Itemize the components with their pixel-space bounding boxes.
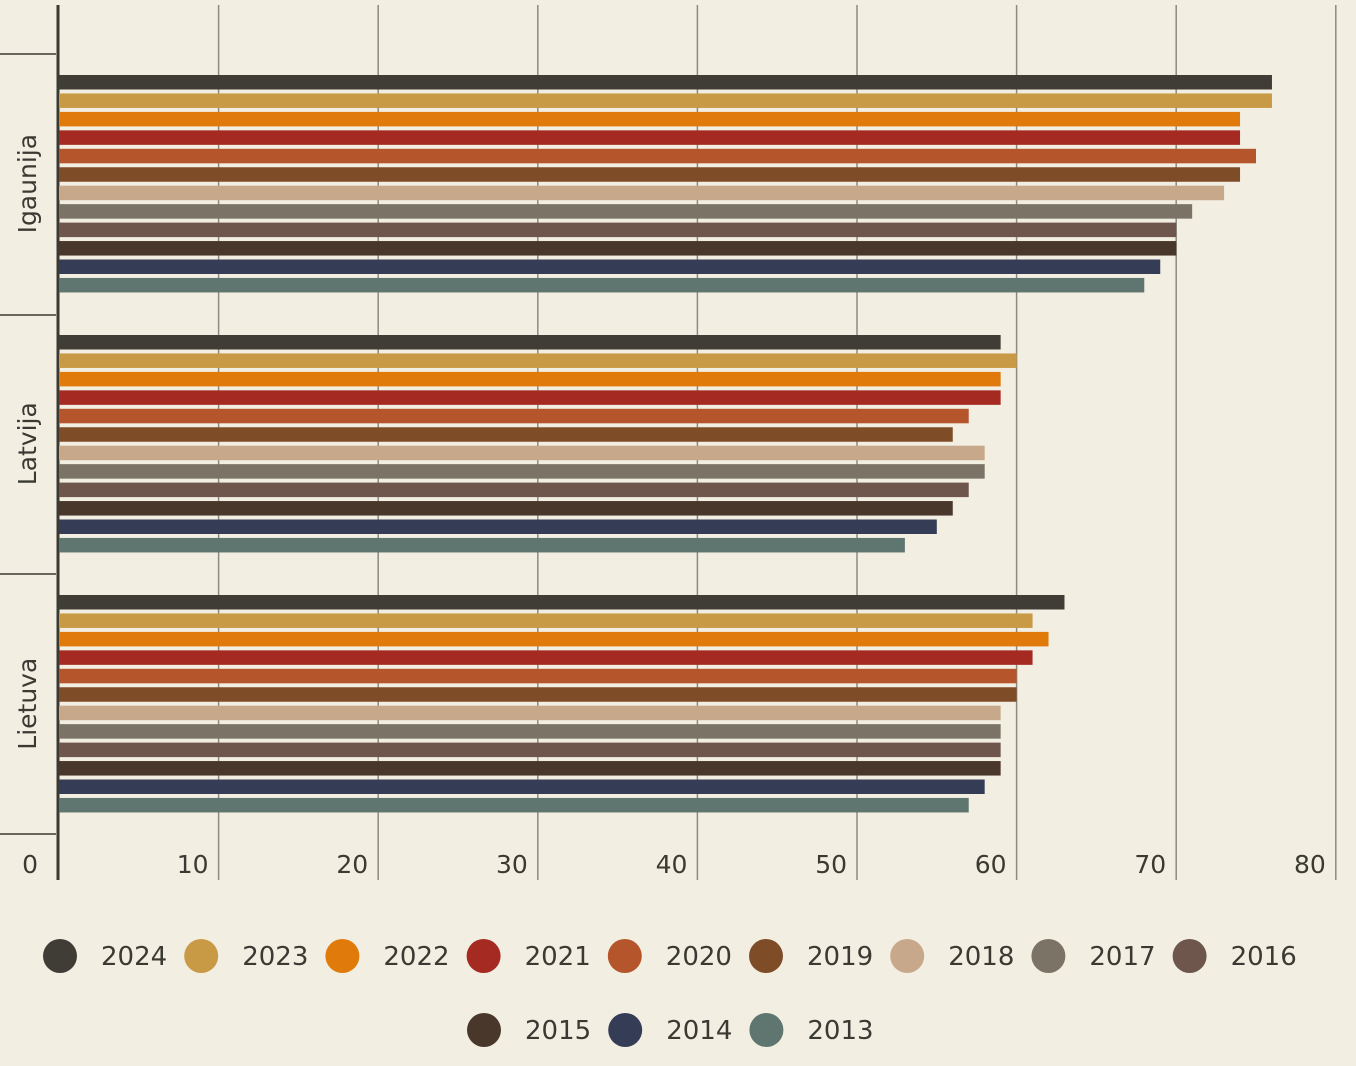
legend-label-2021: 2021 <box>525 942 591 972</box>
bar-igaunija-2019 <box>59 167 1241 182</box>
bar-latvija-2015 <box>59 501 953 516</box>
bar-latvija-2014 <box>59 519 937 534</box>
bar-lietuva-2016 <box>59 742 1001 758</box>
x-tick-label: 30 <box>496 850 528 879</box>
bar-lietuva-2023 <box>59 613 1033 628</box>
bar-latvija-2022 <box>59 371 1001 387</box>
bar-igaunija-2017 <box>59 204 1193 219</box>
legend-label-2023: 2023 <box>242 942 308 972</box>
legend-label-2017: 2017 <box>1089 942 1155 972</box>
bar-lietuva-2015 <box>59 761 1001 776</box>
x-tick-label: 20 <box>336 850 368 879</box>
bar-latvija-2017 <box>59 464 985 479</box>
legend-label-2018: 2018 <box>948 942 1014 972</box>
legend-label-2016: 2016 <box>1231 942 1297 972</box>
category-label-lietuva: Lietuva <box>13 658 42 750</box>
x-tick-label: 0 <box>22 850 38 879</box>
x-tick-label: 40 <box>656 850 688 879</box>
bar-latvija-2020 <box>59 408 969 424</box>
legend-label-2013: 2013 <box>807 1016 873 1046</box>
bar-igaunija-2016 <box>59 222 1177 238</box>
category-label-igaunija: Igaunija <box>13 134 42 233</box>
bar-lietuva-2024 <box>59 595 1065 610</box>
bar-lietuva-2013 <box>59 797 969 813</box>
x-tick-label: 50 <box>815 850 847 879</box>
legend-swatch-2022 <box>325 939 360 973</box>
bar-lietuva-2020 <box>59 668 1017 684</box>
legend-swatch-2019 <box>749 939 783 973</box>
x-tick-label: 70 <box>1134 850 1166 879</box>
legend-label-2015: 2015 <box>525 1016 591 1046</box>
bar-lietuva-2017 <box>59 724 1001 739</box>
bar-igaunija-2022 <box>59 111 1241 127</box>
bar-igaunija-2020 <box>59 148 1256 164</box>
bar-latvija-2021 <box>59 390 1001 405</box>
legend-label-2022: 2022 <box>383 942 449 972</box>
bar-latvija-2013 <box>59 537 905 553</box>
x-tick-label: 10 <box>177 850 209 879</box>
bar-latvija-2018 <box>59 445 985 461</box>
bar-latvija-2016 <box>59 482 969 498</box>
legend-label-2019: 2019 <box>807 942 873 972</box>
bar-latvija-2023 <box>59 353 1017 368</box>
legend-swatch-2014 <box>608 1013 643 1047</box>
bar-igaunija-2014 <box>59 259 1161 274</box>
bar-lietuva-2022 <box>59 631 1049 647</box>
legend-swatch-2018 <box>890 939 925 973</box>
bar-latvija-2019 <box>59 427 953 442</box>
legend-swatch-2021 <box>466 939 501 973</box>
legend-swatch-2015 <box>467 1013 501 1047</box>
legend-swatch-2016 <box>1172 939 1207 973</box>
legend-swatch-2020 <box>607 939 642 973</box>
bar-igaunija-2024 <box>59 75 1272 90</box>
legend-swatch-2013 <box>749 1013 784 1047</box>
bar-igaunija-2018 <box>59 185 1225 201</box>
category-label-latvija: Latvija <box>13 402 42 485</box>
bar-lietuva-2021 <box>59 650 1033 665</box>
legend-label-2024: 2024 <box>101 942 167 972</box>
x-tick-label: 80 <box>1294 850 1326 879</box>
x-tick-label: 60 <box>975 850 1007 879</box>
legend-swatch-2017 <box>1031 939 1066 973</box>
legend-swatch-2023 <box>184 939 219 973</box>
bar-igaunija-2023 <box>59 93 1272 108</box>
bar-latvija-2024 <box>59 335 1001 350</box>
legend-swatch-2024 <box>43 939 77 973</box>
legend-label-2014: 2014 <box>666 1016 732 1046</box>
legend-label-2020: 2020 <box>666 942 732 972</box>
bar-lietuva-2019 <box>59 687 1017 702</box>
bar-igaunija-2021 <box>59 130 1241 145</box>
bar-lietuva-2014 <box>59 779 985 794</box>
bar-lietuva-2018 <box>59 705 1001 721</box>
bar-igaunija-2013 <box>59 277 1145 293</box>
bar-igaunija-2015 <box>59 241 1177 256</box>
